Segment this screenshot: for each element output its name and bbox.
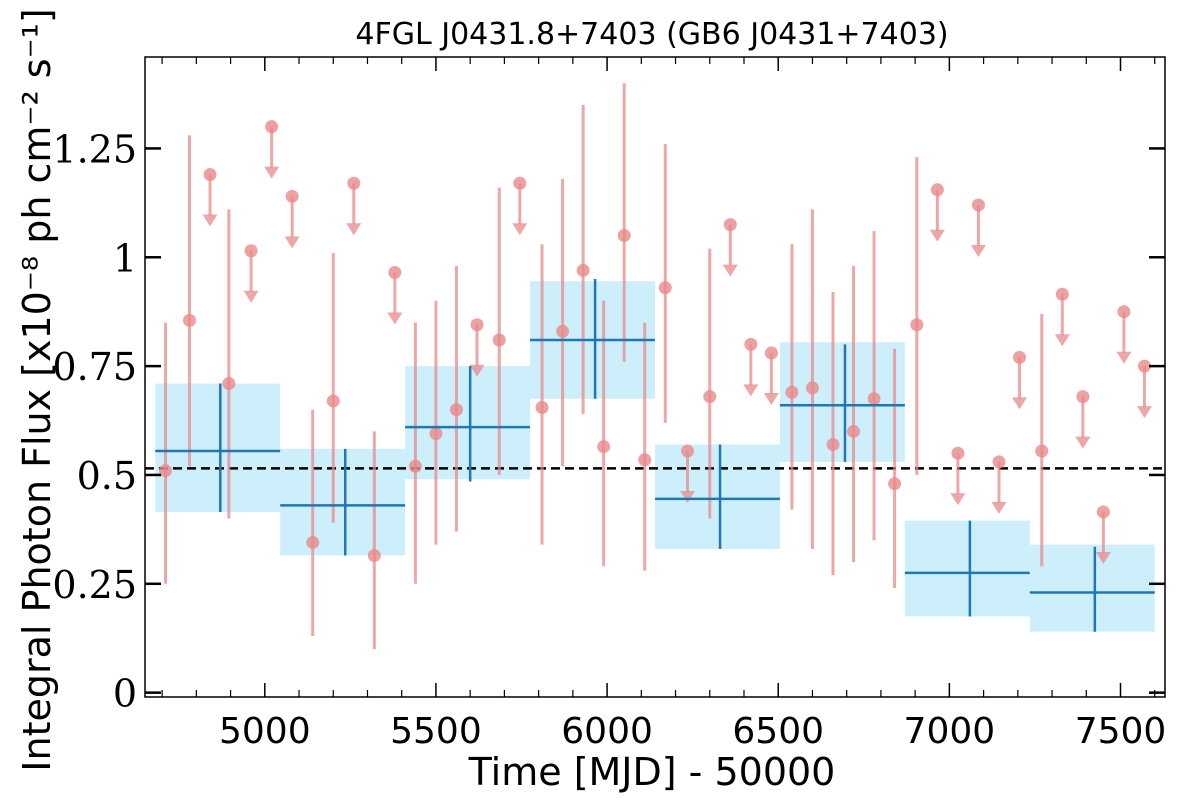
- x-tick-label: 6000: [561, 711, 653, 752]
- data-point: [159, 464, 173, 478]
- upper-limit-point: [1076, 390, 1090, 404]
- data-point: [805, 381, 819, 395]
- upper-limit-arrow: [1075, 436, 1091, 449]
- upper-limit-arrow: [950, 493, 966, 506]
- upper-limit-arrow: [469, 364, 485, 377]
- upper-limit-point: [930, 183, 944, 197]
- upper-limit-arrow: [284, 236, 300, 249]
- upper-limit-arrow: [1136, 406, 1152, 419]
- upper-limit-point: [971, 198, 985, 212]
- plot-frame: [144, 56, 1166, 698]
- chart-title: 4FGL J0431.8+7403 (GB6 J0431+7403): [355, 17, 948, 52]
- upper-limit-point: [723, 218, 737, 232]
- data-point: [367, 549, 381, 563]
- bin-box: [779, 342, 905, 462]
- upper-limit-point: [244, 244, 258, 258]
- x-tick-label: 6500: [732, 711, 824, 752]
- data-point: [492, 333, 506, 347]
- upper-limit-point: [744, 337, 758, 351]
- data-point: [867, 392, 881, 406]
- upper-limit-point: [681, 444, 695, 458]
- bin-box: [1029, 544, 1155, 632]
- upper-limit-point: [992, 455, 1006, 469]
- upper-limit-arrow: [387, 312, 403, 325]
- x-tick-label: 5000: [219, 711, 311, 752]
- x-axis: 5000 5500 6000 6500 7000 7500: [161, 57, 1167, 752]
- upper-limit-arrow: [1095, 551, 1111, 564]
- y-tick-label: 1.25: [52, 127, 137, 171]
- data-point: [429, 427, 443, 441]
- data-point: [597, 440, 611, 454]
- data-point: [847, 424, 861, 438]
- upper-limit-arrow: [991, 501, 1007, 514]
- y-axis: 0 0.25 0.5 0.75 1 1.25: [52, 127, 1165, 716]
- upper-limit-point: [347, 176, 361, 190]
- data-point: [449, 403, 463, 417]
- y-tick-label: 0.75: [52, 345, 137, 389]
- data-point: [1035, 444, 1049, 458]
- x-tick-label: 7500: [1075, 711, 1167, 752]
- upper-limit-arrow: [1116, 351, 1132, 364]
- upper-limit-point: [1013, 350, 1027, 364]
- plot-area: [145, 83, 1165, 650]
- y-tick-label: 0.5: [77, 454, 137, 498]
- data-point: [556, 324, 570, 338]
- x-tick-label: 7000: [904, 711, 996, 752]
- upper-limit-arrow: [743, 384, 759, 397]
- upper-limit-arrow: [512, 223, 528, 236]
- upper-limit-point: [265, 120, 279, 134]
- data-point: [408, 459, 422, 473]
- data-point: [576, 263, 590, 277]
- bin-box: [280, 448, 406, 556]
- y-axis-label: Integral Photon Flux [x10⁻⁸ ph cm⁻² s⁻¹]: [15, 8, 59, 771]
- upper-limit-arrow: [243, 290, 259, 303]
- upper-limit-arrow: [202, 214, 218, 227]
- upper-limit-point: [203, 168, 217, 182]
- y-tick-label: 0.25: [52, 563, 137, 607]
- data-point: [638, 453, 652, 467]
- upper-limit-arrow: [1012, 397, 1028, 410]
- upper-limit-point: [951, 446, 965, 460]
- upper-limit-point: [388, 266, 402, 280]
- upper-limit-point: [285, 189, 299, 203]
- x-axis-label: Time [MJD] - 50000: [468, 750, 836, 794]
- upper-limit-arrow: [763, 393, 779, 406]
- data-point: [306, 535, 320, 549]
- upper-limit-point: [470, 318, 484, 332]
- bin-box: [904, 520, 1030, 617]
- data-point: [658, 281, 672, 295]
- data-point: [826, 437, 840, 451]
- bin-box: [405, 366, 531, 480]
- upper-limit-arrow: [264, 166, 280, 179]
- data-point: [617, 229, 631, 243]
- y-tick-label: 1: [113, 236, 137, 280]
- data-point: [182, 313, 196, 327]
- data-point: [785, 385, 799, 399]
- y-tick-label: 0: [113, 672, 137, 716]
- data-point: [703, 390, 717, 404]
- data-point: [535, 400, 549, 414]
- upper-limit-point: [1117, 305, 1131, 319]
- upper-limit-point: [1055, 287, 1069, 301]
- data-point: [326, 394, 340, 408]
- upper-limit-arrow: [970, 245, 986, 258]
- data-point: [910, 318, 924, 332]
- data-point: [888, 477, 902, 491]
- bin-box: [655, 444, 780, 549]
- upper-limit-arrow: [722, 264, 738, 277]
- upper-limit-arrow: [680, 491, 696, 504]
- upper-limit-arrow: [1054, 334, 1070, 347]
- upper-limit-point: [764, 346, 778, 360]
- upper-limit-point: [1096, 505, 1110, 519]
- x-tick-label: 5500: [390, 711, 482, 752]
- upper-limit-arrow: [346, 223, 362, 236]
- bin-box: [155, 383, 281, 512]
- upper-limit-point: [513, 176, 527, 190]
- data-point: [222, 377, 236, 391]
- upper-limit-arrow: [929, 229, 945, 242]
- upper-limit-point: [1137, 359, 1151, 373]
